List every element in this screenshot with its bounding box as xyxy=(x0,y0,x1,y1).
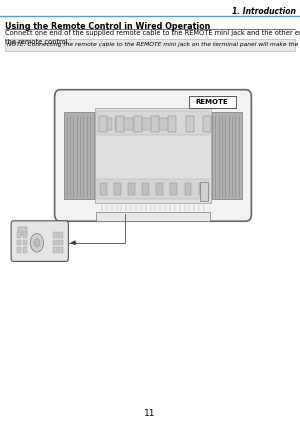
Bar xyxy=(158,118,172,130)
Bar xyxy=(96,212,210,221)
Text: 1. Introduction: 1. Introduction xyxy=(232,7,296,16)
Bar xyxy=(100,183,106,195)
Bar xyxy=(97,179,209,199)
Bar xyxy=(58,247,63,253)
Bar xyxy=(168,116,176,132)
Bar xyxy=(16,232,21,238)
Bar xyxy=(95,108,211,203)
Bar xyxy=(22,232,27,238)
Circle shape xyxy=(30,233,44,252)
FancyBboxPatch shape xyxy=(55,90,251,221)
Bar xyxy=(52,240,57,245)
Bar xyxy=(136,118,155,130)
Text: Connect one end of the supplied remote cable to the REMOTE mini jack and the oth: Connect one end of the supplied remote c… xyxy=(5,30,300,45)
Text: REMOTE: REMOTE xyxy=(196,99,229,105)
Text: 11: 11 xyxy=(144,409,156,418)
Bar xyxy=(18,227,27,235)
Bar xyxy=(64,112,94,199)
Bar xyxy=(134,116,142,132)
Bar xyxy=(128,183,135,195)
Text: NOTE: Connecting the remote cable to the REMOTE mini jack on the terminal panel : NOTE: Connecting the remote cable to the… xyxy=(7,42,300,47)
Bar xyxy=(52,232,57,238)
Bar xyxy=(200,182,208,201)
Bar xyxy=(5,39,295,51)
Bar xyxy=(170,183,177,195)
Text: Using the Remote Control in Wired Operation: Using the Remote Control in Wired Operat… xyxy=(5,22,211,31)
Bar xyxy=(22,240,27,245)
Bar xyxy=(156,183,163,195)
Bar xyxy=(58,232,63,238)
Bar xyxy=(115,118,133,130)
Bar xyxy=(184,183,191,195)
Bar xyxy=(114,183,121,195)
Bar xyxy=(100,118,112,130)
Bar xyxy=(212,112,242,199)
Bar xyxy=(142,183,149,195)
Bar xyxy=(116,116,124,132)
Bar xyxy=(16,240,21,245)
Bar xyxy=(16,247,21,253)
FancyBboxPatch shape xyxy=(11,221,68,261)
Bar xyxy=(151,116,159,132)
Circle shape xyxy=(34,239,40,247)
Bar xyxy=(52,247,57,253)
Bar xyxy=(203,116,211,132)
Bar xyxy=(58,240,63,245)
Bar xyxy=(189,96,236,108)
Bar xyxy=(199,183,205,195)
Bar xyxy=(97,111,209,135)
Bar xyxy=(99,116,107,132)
Bar xyxy=(186,116,194,132)
Bar xyxy=(22,247,27,253)
